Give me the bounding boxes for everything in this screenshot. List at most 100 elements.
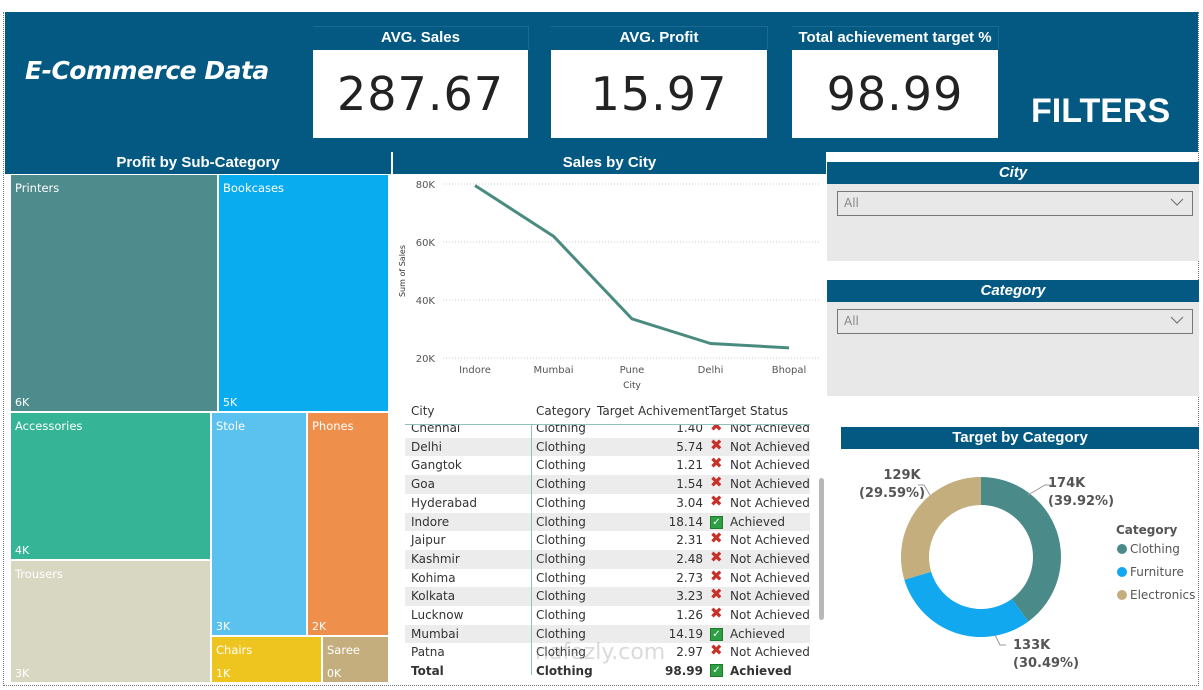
table-row[interactable]: Lucknow Clothing 1.26 ✖ Not Achieved	[405, 606, 810, 625]
table-scrollbar[interactable]	[819, 478, 824, 620]
leader-line	[994, 634, 1006, 646]
y-tick-label: 80K	[416, 180, 436, 191]
cell-city: Lucknow	[411, 608, 464, 622]
sales-line-series[interactable]	[474, 184, 790, 350]
cell-category: Clothing	[536, 626, 586, 641]
table-row[interactable]: Indore Clothing 18.14 ✓ Achieved	[405, 512, 810, 532]
x-mark-icon: ✖	[710, 585, 723, 604]
cell-target-achievement: 1.54	[676, 477, 703, 492]
table-body: Chennai Clothing 1.40 ✖ Not Achieved Delhi Clo…	[405, 425, 810, 661]
table-row[interactable]: Chennai Clothing 1.40 ✖ Not Achieved	[405, 425, 810, 438]
cell-category: Clothing	[536, 589, 586, 604]
check-icon: ✓	[710, 515, 723, 529]
cell-category: Clothing	[536, 458, 586, 473]
x-mark-icon: ✖	[710, 547, 723, 566]
category-dropdown[interactable]: All	[837, 309, 1193, 334]
table-row[interactable]: Hyderabad Clothing 3.04 ✖ Not Achieved	[405, 493, 810, 513]
tile-label: Bookcases	[223, 181, 285, 195]
profit-treemap: Printers 6K Bookcases 5K Accessories 4K …	[10, 174, 390, 683]
legend-item[interactable]: Clothing	[1130, 542, 1180, 556]
cell-category: Clothing	[536, 608, 586, 622]
total-value: 98.99	[665, 664, 703, 678]
x-mark-icon: ✖	[710, 425, 723, 435]
cell-city: Indore	[411, 514, 450, 529]
kpi-value: 98.99	[826, 67, 964, 121]
kpi-label: AVG. Profit	[551, 26, 768, 49]
x-tick-label: Bhopal	[772, 365, 807, 376]
table-row[interactable]: Jaipur Clothing 2.31 ✖ Not Achieved	[405, 531, 810, 550]
table-row[interactable]: Goa Clothing 1.54 ✖ Not Achieved	[405, 475, 810, 494]
chevron-down-icon	[1170, 316, 1184, 324]
donut-slice-furniture[interactable]	[904, 571, 1029, 637]
col-header-city[interactable]: City	[411, 404, 435, 418]
tile-value: 0K	[327, 667, 342, 680]
table-row[interactable]: Patna Clothing 2.97 ✖ Not Achieved	[405, 643, 810, 661]
kpi-label: AVG. Sales	[313, 26, 529, 49]
cell-city: Kolkata	[411, 589, 456, 604]
target-by-category-donut-chart[interactable]: 174K (39.92%) 133K (30.49%) 129K (29.59%) Cat…	[840, 449, 1198, 684]
cell-category: Clothing	[536, 439, 586, 454]
x-mark-icon: ✖	[710, 473, 723, 492]
treemap-tile-saree[interactable]: Saree 0K	[322, 636, 389, 683]
cell-target-achievement: 2.97	[676, 645, 703, 660]
total-status: Achieved	[730, 664, 792, 678]
city-dropdown-value: All	[844, 196, 859, 210]
category-dropdown-value: All	[844, 314, 859, 328]
data-label-percent: (29.59%)	[859, 486, 925, 501]
donut-slice-electronics[interactable]	[901, 477, 981, 580]
cell-city: Kashmir	[411, 551, 460, 566]
treemap-tile-trousers[interactable]: Trousers 3K	[10, 560, 211, 683]
data-label-percent: (39.92%)	[1048, 494, 1114, 509]
donut-slice-clothing[interactable]	[981, 477, 1061, 622]
table-row[interactable]: Kashmir Clothing 2.48 ✖ Not Achieved	[405, 547, 810, 569]
cell-target-status: Not Achieved	[730, 425, 810, 435]
col-header-target-achievement[interactable]: Target Achivement	[597, 404, 710, 418]
x-axis-label: City	[623, 381, 641, 391]
column-divider	[531, 425, 532, 675]
chevron-down-icon	[1170, 198, 1184, 206]
kpi-value: 287.67	[337, 67, 504, 121]
table-row[interactable]: Gangtok Clothing 1.21 ✖ Not Achieved	[405, 456, 810, 475]
cell-category: Clothing	[536, 495, 586, 510]
legend-title: Category	[1116, 523, 1178, 537]
table-row[interactable]: Kohima Clothing 2.73 ✖ Not Achieved	[405, 566, 810, 588]
treemap-tile-printers[interactable]: Printers 6K	[10, 174, 218, 412]
treemap-tile-chairs[interactable]: Chairs 1K	[211, 636, 322, 683]
treemap-tile-stole[interactable]: Stole 3K	[211, 412, 307, 636]
cell-target-achievement: 3.04	[676, 495, 703, 510]
cell-city: Patna	[411, 645, 445, 660]
x-mark-icon: ✖	[710, 604, 723, 622]
target-table: City Category Target Achivement Target S…	[405, 402, 825, 684]
tile-label: Chairs	[216, 643, 253, 657]
legend-item[interactable]: Furniture	[1130, 565, 1184, 579]
legend-item[interactable]: Electronics	[1130, 588, 1195, 602]
cell-target-status: Not Achieved	[730, 458, 810, 473]
tile-value: 6K	[15, 396, 30, 409]
cell-target-status: Not Achieved	[730, 551, 810, 566]
canvas-border-bottom	[3, 685, 1199, 686]
legend-marker	[1117, 544, 1127, 554]
cell-city: Goa	[411, 477, 435, 492]
kpi-box: 98.99	[792, 50, 998, 138]
cell-city: Hyderabad	[411, 495, 477, 510]
treemap-tile-accessories[interactable]: Accessories 4K	[10, 412, 211, 560]
col-header-target-status[interactable]: Target Status	[709, 404, 789, 418]
x-mark-icon: ✖	[710, 566, 723, 585]
city-dropdown[interactable]: All	[837, 191, 1193, 216]
table-row[interactable]: Kolkata Clothing 3.23 ✖ Not Achieved	[405, 587, 810, 606]
table-row[interactable]: Mumbai Clothing 14.19 ✓ Achieved	[405, 624, 810, 644]
line-chart-title: Sales by City	[393, 152, 826, 174]
check-icon: ✓	[710, 627, 723, 641]
tile-label: Accessories	[15, 419, 83, 433]
treemap-tile-bookcases[interactable]: Bookcases 5K	[218, 174, 389, 412]
cell-target-status: Not Achieved	[730, 570, 810, 585]
cell-target-status: Not Achieved	[730, 477, 810, 492]
leader-line	[918, 484, 931, 496]
cell-target-achievement: 14.19	[668, 626, 703, 641]
sales-by-city-line-chart[interactable]: 20K 40K 60K 80K Indore Mumbai Pune Delhi Bhopal…	[393, 174, 825, 396]
treemap-tile-phones[interactable]: Phones 2K	[307, 412, 389, 636]
y-tick-label: 60K	[416, 238, 436, 249]
col-header-category[interactable]: Category	[536, 404, 591, 418]
x-tick-label: Indore	[459, 365, 491, 376]
table-row[interactable]: Delhi Clothing 5.74 ✖ Not Achieved	[405, 437, 810, 457]
